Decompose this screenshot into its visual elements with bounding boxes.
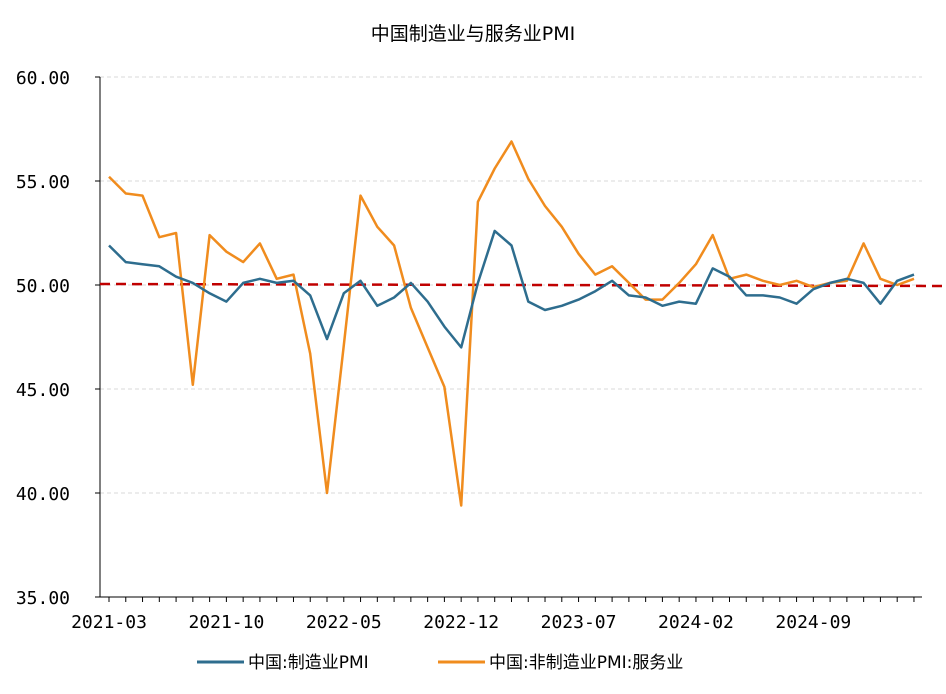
series-layer [108, 140, 915, 507]
y-tick-label: 50.00 [16, 276, 70, 297]
legend: 中国:制造业PMI 中国:非制造业PMI:服务业 [197, 653, 683, 673]
reference-line-50 [99, 282, 945, 288]
x-tick-label: 2022-12 [423, 612, 499, 633]
x-tick-label: 2024-09 [775, 612, 851, 633]
reference-line-layer [99, 282, 945, 288]
y-tick-label: 45.00 [16, 380, 70, 401]
y-tick-label: 60.00 [16, 68, 70, 89]
x-tick-label: 2024-02 [658, 612, 734, 633]
x-tick-label: 2021-03 [71, 612, 147, 633]
y-tick-label: 55.00 [16, 172, 70, 193]
x-tick-label: 2022-05 [306, 612, 382, 633]
series-line-manufacturing [108, 229, 915, 349]
x-tick-label: 2023-07 [541, 612, 617, 633]
legend-label-services: 中国:非制造业PMI:服务业 [489, 653, 683, 673]
series-line-services [108, 140, 915, 507]
gridlines [100, 76, 922, 494]
legend-label-manufacturing: 中国:制造业PMI [248, 653, 369, 673]
axes: 35.00 40.00 45.00 50.00 55.00 60.00 2021-03 202… [16, 68, 922, 633]
chart-title: 中国制造业与服务业PMI [371, 23, 575, 45]
x-tick-label: 2021-10 [188, 612, 264, 633]
y-tick-label: 40.00 [16, 484, 70, 505]
y-tick-label: 35.00 [16, 588, 70, 609]
